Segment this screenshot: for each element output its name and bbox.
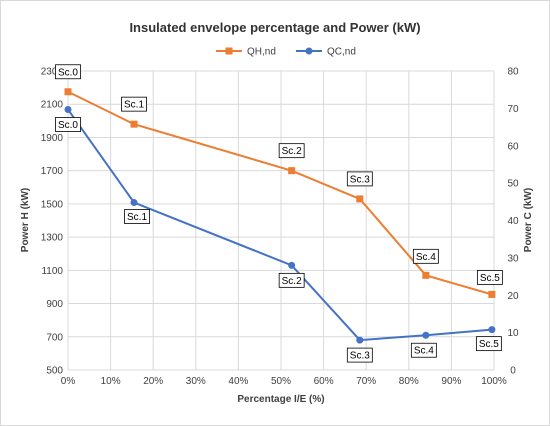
series-layer [64,88,496,344]
y-left-axis-title: Power H (kW) [20,188,31,252]
x-tick-label: 10% [101,376,121,387]
data-label-text: Sc.3 [350,351,370,362]
data-label: Sc.5 [475,336,502,352]
series-line-qc [67,108,492,342]
x-tick-label: 30% [186,376,206,387]
x-tick-label: 0% [61,376,76,387]
data-label: Sc.1 [124,209,150,224]
data-label-text: Sc.5 [479,339,499,350]
x-tick-label: 50% [271,376,291,387]
legend-marker-square [225,47,233,55]
legend: QH,nd QC,nd [216,47,356,58]
chart-title: Insulated envelope percentage and Power … [129,20,420,35]
data-point-qh [64,88,72,96]
data-label-box [55,117,81,132]
x-tick-label: 80% [399,376,419,387]
data-label-box [346,171,373,187]
x-tick-label: 20% [143,376,163,387]
data-label-box [412,248,439,264]
y-left-tick-label: 500 [46,366,63,377]
y-right-tick-label: 80 [507,67,519,78]
axes: 5007009001100130015001700190021002300010… [41,67,519,388]
y-right-tick-label: 40 [507,216,519,227]
data-label-box [475,336,502,352]
data-label: Sc.1 [121,96,147,112]
data-label: Sc.4 [412,248,439,264]
y-left-tick-label: 2300 [41,67,64,78]
data-point-qc [422,331,430,339]
data-label-layer: Sc.0 Sc.1 Sc.2 Sc.3 Sc.4 Sc.5 Sc.0 Sc.1 Sc.2 Sc.3… [55,64,503,363]
data-label-text: Sc.0 [58,120,78,131]
x-axis-title: Percentage I/E (%) [237,394,324,405]
data-point-qh [130,120,138,128]
data-label: Sc.3 [346,171,373,187]
y-right-tick-label: 50 [507,179,519,190]
data-label-text: Sc.0 [58,67,78,78]
data-label: Sc.3 [346,347,373,363]
data-label-box [278,272,305,288]
data-label-text: Sc.4 [414,346,434,357]
data-label: Sc.0 [55,64,81,80]
data-label-box [410,342,437,358]
x-tick-label: 60% [314,376,334,387]
data-label-text: Sc.2 [282,146,302,157]
data-label-text: Sc.2 [282,276,302,287]
data-label-box [278,143,305,159]
data-label-text: Sc.1 [127,212,147,223]
data-point-qc [488,326,496,334]
data-label: Sc.5 [476,270,503,285]
x-tick-label: 40% [228,376,248,387]
x-tick-label: 70% [356,376,376,387]
data-label: Sc.2 [278,143,305,159]
data-label: Sc.0 [55,117,81,132]
data-label: Sc.4 [410,342,437,358]
y-left-tick-label: 1700 [41,166,64,177]
legend-item: QC,nd [296,47,356,58]
y-left-tick-label: 1900 [41,133,64,144]
legend-marker-circle [305,47,313,55]
y-right-tick-label: 70 [507,104,519,115]
data-label: Sc.2 [278,272,305,288]
data-label-text: Sc.1 [124,100,144,111]
y-left-tick-label: 2100 [41,100,64,111]
data-point-qh [488,290,496,298]
data-point-qh [288,167,296,175]
x-tick-label: 90% [441,376,461,387]
data-label-text: Sc.3 [350,174,370,185]
y-left-tick-label: 900 [46,299,63,310]
data-point-qc [356,336,364,344]
data-label-box [55,64,81,80]
legend-item: QH,nd [216,47,276,58]
series-line-qh [67,90,493,296]
data-point-qh [356,195,364,203]
x-tick-label: 100% [481,376,507,387]
y-right-tick-label: 0 [510,366,516,377]
data-point-qc [130,199,138,207]
y-left-tick-label: 700 [46,332,63,343]
data-point-qc [64,105,72,113]
y-right-axis-title: Power C (kW) [523,188,534,252]
data-label-text: Sc.5 [480,273,500,284]
y-left-tick-label: 1500 [41,199,64,210]
y-right-tick-label: 10 [507,328,519,339]
legend-label: QC,nd [327,47,356,58]
data-label-box [476,270,503,285]
data-label-text: Sc.4 [416,252,436,263]
data-label-box [121,96,147,112]
y-left-tick-label: 1100 [41,266,63,277]
data-point-qh [422,271,430,279]
data-label-box [124,209,150,224]
y-right-tick-label: 30 [507,253,519,264]
data-label-box [346,347,373,363]
y-right-tick-label: 60 [507,141,519,152]
y-left-tick-label: 1300 [41,233,64,244]
y-right-tick-label: 20 [507,291,519,302]
data-point-qc [288,261,296,269]
legend-label: QH,nd [247,47,276,58]
